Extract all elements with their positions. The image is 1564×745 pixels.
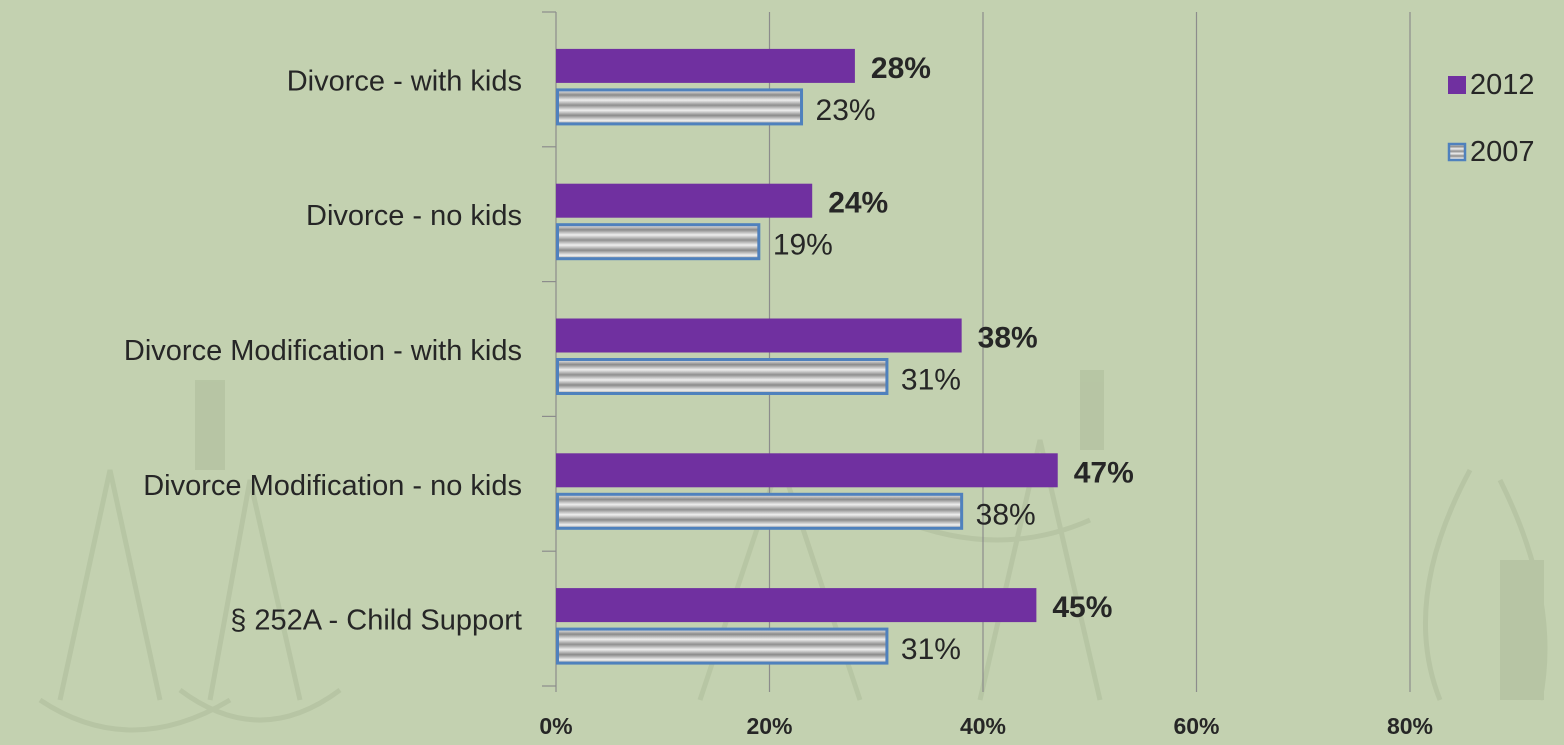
x-tick-label: 40% (960, 713, 1006, 739)
data-label-2007: 31% (901, 633, 961, 666)
bar-2012 (556, 183, 813, 218)
data-label-2012: 24% (828, 187, 888, 220)
legend: 2012 2007 (1447, 69, 1535, 168)
data-label-2007: 19% (773, 229, 833, 262)
bar-2012 (556, 318, 962, 353)
labels: Divorce - with kids 28% 23% Divorce - no ki… (124, 52, 1134, 666)
bar-2007 (556, 358, 889, 395)
x-tick-label: 80% (1387, 713, 1433, 739)
bars (556, 48, 1058, 665)
bar-2007 (556, 223, 761, 261)
bar-2007 (556, 88, 804, 126)
data-label-2012: 28% (871, 52, 931, 85)
x-tick-label: 20% (746, 713, 792, 739)
data-label-2007: 38% (976, 498, 1036, 531)
data-label-2012: 38% (978, 322, 1038, 355)
legend-swatch-2012 (1448, 76, 1466, 94)
legend-swatch-2007 (1447, 142, 1467, 162)
watermark-emblem (38, 370, 1548, 733)
bar-2012 (556, 453, 1058, 488)
bar-2012 (556, 48, 855, 83)
category-label: Divorce - no kids (306, 200, 522, 232)
bar-2007 (556, 627, 889, 665)
category-label: Divorce Modification - no kids (143, 470, 522, 502)
data-label-2007: 23% (816, 94, 876, 127)
legend-label: 2007 (1470, 136, 1535, 168)
x-tick-label: 0% (539, 713, 572, 739)
bar-2012 (556, 588, 1037, 623)
data-label-2007: 31% (901, 364, 961, 397)
x-tick-label: 60% (1173, 713, 1219, 739)
data-label-2012: 45% (1052, 591, 1112, 624)
data-label-2012: 47% (1074, 456, 1134, 489)
legend-label: 2012 (1470, 69, 1535, 101)
bar-2007 (556, 492, 964, 530)
category-label: § 252A - Child Support (230, 605, 522, 637)
category-label: Divorce Modification - with kids (124, 335, 522, 367)
category-label: Divorce - with kids (287, 65, 522, 97)
